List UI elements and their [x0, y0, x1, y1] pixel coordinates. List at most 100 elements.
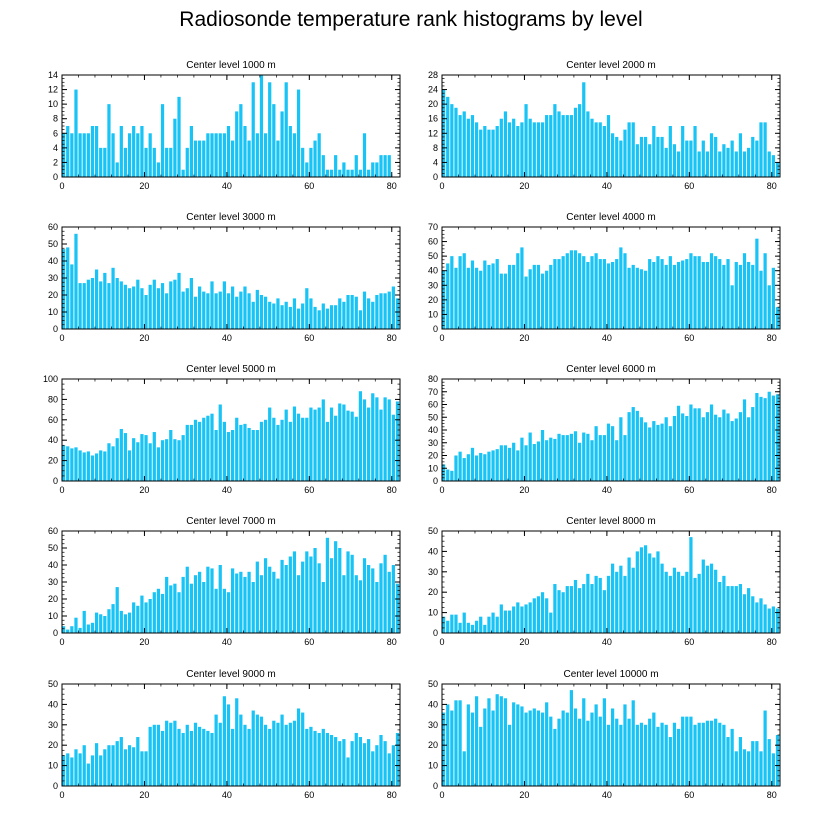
- bar: [375, 582, 379, 633]
- bar: [288, 556, 292, 633]
- bar: [561, 435, 565, 481]
- bar: [569, 115, 573, 177]
- bar: [701, 140, 705, 177]
- bar: [660, 563, 664, 633]
- bar: [569, 250, 573, 329]
- bar: [759, 270, 763, 329]
- bar: [520, 706, 524, 786]
- bar: [738, 264, 742, 329]
- bar: [763, 710, 767, 786]
- bar: [325, 537, 330, 633]
- bar: [111, 133, 115, 177]
- bar: [338, 403, 342, 481]
- bar: [627, 122, 631, 177]
- bar: [701, 559, 705, 633]
- bar: [193, 140, 198, 177]
- y-tick-label: 30: [48, 720, 58, 730]
- bar: [462, 253, 466, 329]
- bar: [148, 599, 152, 633]
- bar: [454, 455, 458, 481]
- y-tick-label: 20: [48, 290, 58, 300]
- bar: [660, 722, 664, 786]
- bar: [557, 718, 561, 786]
- bar: [689, 404, 693, 481]
- bar: [722, 409, 726, 481]
- bar: [284, 301, 288, 329]
- bar: [144, 295, 148, 329]
- bar: [540, 592, 545, 633]
- bar: [652, 261, 656, 329]
- bar: [346, 757, 350, 786]
- bar: [280, 419, 284, 481]
- bar: [672, 144, 677, 177]
- bar: [722, 264, 726, 329]
- bar: [296, 413, 301, 481]
- bar: [259, 75, 264, 177]
- bar: [664, 724, 668, 786]
- x-tick-label: 20: [519, 181, 529, 191]
- y-tick-label: 2: [53, 157, 58, 167]
- x-tick-label: 80: [767, 790, 777, 800]
- bar: [479, 616, 483, 633]
- bar: [115, 587, 119, 633]
- bar: [317, 310, 321, 329]
- y-tick-label: 50: [428, 412, 438, 422]
- bar: [226, 592, 231, 633]
- bar: [301, 147, 305, 177]
- bar: [86, 279, 90, 329]
- bar: [676, 571, 681, 633]
- bar: [767, 608, 771, 633]
- bar: [391, 745, 395, 786]
- bar: [387, 571, 391, 633]
- bar: [524, 276, 528, 329]
- bar: [218, 133, 222, 177]
- bar: [446, 96, 450, 177]
- bar: [99, 614, 103, 633]
- bar: [140, 434, 144, 481]
- bar: [578, 588, 582, 633]
- bar: [334, 541, 338, 633]
- bar: [342, 301, 346, 329]
- bar: [705, 261, 710, 329]
- y-tick-label: 50: [428, 679, 438, 689]
- bar: [350, 741, 354, 786]
- bar: [540, 122, 545, 177]
- bar: [169, 430, 173, 481]
- bar: [136, 279, 140, 329]
- bar: [169, 722, 173, 786]
- x-tick-label: 20: [139, 790, 149, 800]
- bar: [442, 712, 446, 786]
- bar: [499, 445, 503, 481]
- bar: [549, 437, 553, 481]
- bar: [767, 739, 771, 786]
- bar: [198, 571, 202, 633]
- bar: [507, 122, 512, 177]
- bar: [367, 298, 371, 329]
- bar: [276, 578, 280, 633]
- bar: [288, 306, 292, 329]
- y-tick-label: 0: [53, 324, 58, 334]
- bar: [74, 617, 78, 633]
- bar: [379, 735, 383, 786]
- bar: [495, 694, 499, 786]
- bar: [206, 730, 210, 786]
- bar: [103, 749, 107, 786]
- bar: [152, 432, 156, 481]
- panel-title: Center level 10000 m: [563, 669, 658, 680]
- bar: [656, 424, 660, 481]
- bar: [676, 405, 681, 481]
- y-tick-label: 20: [428, 451, 438, 461]
- bar: [458, 700, 462, 786]
- bar: [78, 627, 82, 633]
- bar: [292, 133, 297, 177]
- bar: [491, 129, 495, 177]
- bar: [235, 296, 239, 329]
- bar: [742, 151, 747, 177]
- bar: [206, 293, 210, 329]
- x-tick-label: 80: [387, 333, 397, 343]
- bar: [276, 298, 280, 329]
- bar: [395, 732, 400, 786]
- panel-7: Center level 7000 m 0 20 40 60 80 0 10 20 30 40 50 6…: [48, 516, 401, 647]
- bar: [631, 407, 635, 481]
- bar: [487, 451, 491, 481]
